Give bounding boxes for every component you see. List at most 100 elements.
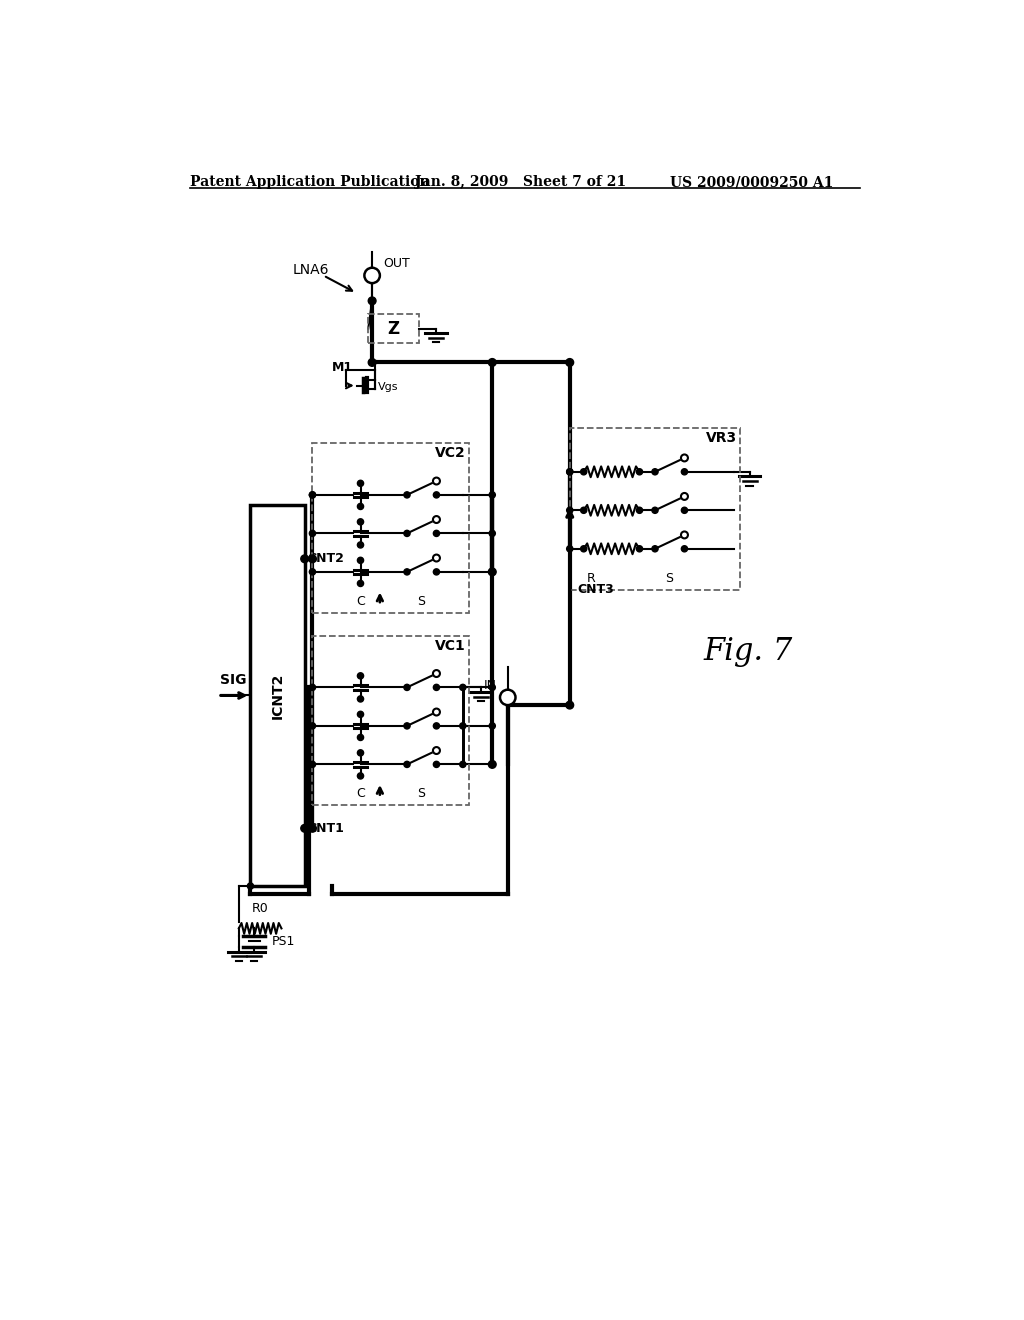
Circle shape (489, 762, 496, 767)
Circle shape (309, 569, 315, 576)
Text: Patent Application Publication: Patent Application Publication (190, 176, 430, 189)
Circle shape (460, 684, 466, 690)
Text: US 2009/0009250 A1: US 2009/0009250 A1 (671, 176, 834, 189)
Circle shape (403, 723, 410, 729)
Bar (312, 636, 469, 805)
Circle shape (489, 569, 496, 576)
Circle shape (433, 723, 439, 729)
Circle shape (433, 531, 439, 536)
Text: SIG: SIG (220, 673, 247, 688)
Circle shape (357, 734, 364, 741)
Circle shape (566, 507, 572, 513)
Text: R: R (587, 572, 596, 585)
Text: PS1: PS1 (271, 935, 295, 948)
Circle shape (369, 359, 376, 367)
Circle shape (566, 545, 572, 552)
Text: Z: Z (387, 319, 399, 338)
Bar (251, 506, 305, 886)
Circle shape (309, 492, 315, 498)
Circle shape (309, 684, 315, 690)
Text: S: S (417, 594, 425, 607)
Circle shape (652, 507, 658, 513)
Circle shape (636, 545, 643, 552)
Circle shape (433, 684, 439, 690)
Circle shape (488, 568, 496, 576)
Circle shape (301, 825, 308, 832)
Circle shape (308, 825, 316, 832)
Text: ICNT2: ICNT2 (270, 672, 285, 718)
Circle shape (357, 774, 364, 779)
Circle shape (681, 545, 687, 552)
Circle shape (403, 531, 410, 536)
Circle shape (301, 554, 308, 562)
Text: IN: IN (484, 678, 497, 692)
Circle shape (581, 545, 587, 552)
Circle shape (652, 469, 658, 475)
Text: VC2: VC2 (435, 446, 466, 461)
Circle shape (248, 883, 254, 890)
Text: Fig. 7: Fig. 7 (703, 636, 793, 667)
Text: S: S (665, 572, 673, 585)
Text: LNA6: LNA6 (293, 263, 330, 277)
Circle shape (308, 554, 316, 562)
Circle shape (403, 569, 410, 576)
Circle shape (309, 492, 315, 498)
Bar (369, 314, 419, 343)
Circle shape (357, 696, 364, 702)
Text: C: C (356, 594, 365, 607)
Text: Vgs: Vgs (378, 381, 398, 392)
Circle shape (636, 469, 643, 475)
Text: CNT2: CNT2 (308, 552, 345, 565)
Circle shape (403, 684, 410, 690)
Circle shape (403, 762, 410, 767)
Circle shape (566, 701, 573, 709)
Circle shape (489, 684, 496, 690)
Circle shape (433, 478, 440, 484)
Text: M1: M1 (332, 360, 352, 374)
Text: VR3: VR3 (706, 430, 737, 445)
Circle shape (566, 359, 573, 367)
Circle shape (488, 760, 496, 768)
Circle shape (357, 750, 364, 756)
Circle shape (433, 762, 439, 767)
Circle shape (357, 673, 364, 678)
Circle shape (500, 689, 515, 705)
Circle shape (369, 297, 376, 305)
Circle shape (681, 469, 687, 475)
Circle shape (309, 762, 315, 767)
Text: S: S (417, 787, 425, 800)
Circle shape (652, 545, 658, 552)
Circle shape (357, 557, 364, 564)
Circle shape (309, 723, 315, 729)
Circle shape (433, 709, 440, 715)
Circle shape (681, 507, 687, 513)
Circle shape (309, 531, 315, 536)
Circle shape (488, 359, 496, 367)
Bar (569, 428, 740, 590)
Circle shape (581, 469, 587, 475)
Circle shape (566, 469, 572, 475)
Text: CNT1: CNT1 (308, 822, 345, 834)
Circle shape (433, 671, 440, 677)
Circle shape (581, 507, 587, 513)
Circle shape (433, 554, 440, 561)
Circle shape (357, 480, 364, 487)
Circle shape (403, 492, 410, 498)
Circle shape (681, 454, 688, 462)
Circle shape (636, 507, 643, 513)
Text: VC1: VC1 (435, 639, 466, 653)
Circle shape (357, 519, 364, 525)
Text: R0: R0 (252, 902, 268, 915)
Circle shape (489, 531, 496, 536)
Circle shape (365, 268, 380, 284)
Circle shape (460, 762, 466, 767)
Circle shape (489, 723, 496, 729)
Circle shape (433, 747, 440, 754)
Circle shape (357, 503, 364, 510)
Circle shape (433, 492, 439, 498)
Circle shape (681, 492, 688, 500)
Circle shape (433, 569, 439, 576)
Text: Jan. 8, 2009   Sheet 7 of 21: Jan. 8, 2009 Sheet 7 of 21 (415, 176, 626, 189)
Circle shape (489, 492, 496, 498)
Text: OUT: OUT (383, 256, 410, 269)
